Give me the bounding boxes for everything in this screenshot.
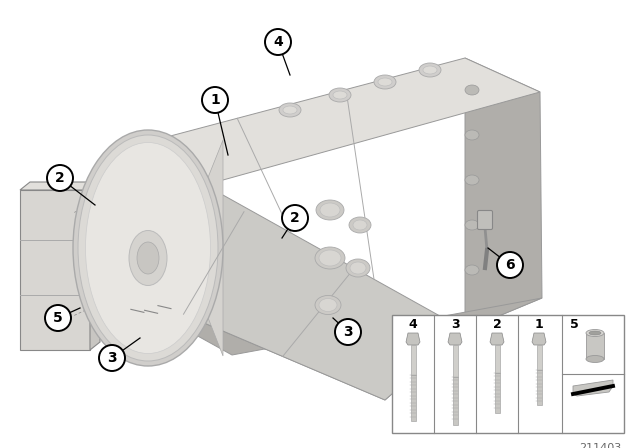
Text: 4: 4: [273, 35, 283, 49]
Polygon shape: [448, 333, 462, 345]
Polygon shape: [20, 190, 90, 350]
Ellipse shape: [465, 220, 479, 230]
Text: 2: 2: [55, 171, 65, 185]
Ellipse shape: [316, 200, 344, 220]
Text: 3: 3: [107, 351, 117, 365]
Circle shape: [265, 29, 291, 55]
Text: 4: 4: [408, 319, 417, 332]
Bar: [411, 345, 416, 375]
Ellipse shape: [333, 91, 347, 99]
Ellipse shape: [419, 63, 441, 77]
Ellipse shape: [279, 103, 301, 117]
Text: 5: 5: [570, 318, 579, 331]
Bar: [586, 333, 604, 359]
Ellipse shape: [73, 130, 223, 366]
Circle shape: [47, 165, 73, 191]
Ellipse shape: [346, 259, 370, 277]
Ellipse shape: [319, 298, 337, 311]
Polygon shape: [490, 333, 504, 345]
Text: 3: 3: [451, 319, 460, 332]
Ellipse shape: [465, 175, 479, 185]
Bar: [495, 373, 500, 413]
Bar: [453, 377, 458, 425]
Bar: [537, 370, 542, 405]
Bar: [411, 375, 416, 421]
FancyBboxPatch shape: [477, 211, 493, 229]
Ellipse shape: [78, 135, 218, 361]
Text: 1: 1: [210, 93, 220, 107]
Text: 6: 6: [505, 258, 515, 272]
Circle shape: [335, 319, 361, 345]
Ellipse shape: [353, 220, 367, 230]
Ellipse shape: [320, 203, 340, 217]
Ellipse shape: [137, 242, 159, 274]
Ellipse shape: [329, 88, 351, 102]
Ellipse shape: [374, 75, 396, 89]
Ellipse shape: [350, 262, 366, 274]
Ellipse shape: [465, 130, 479, 140]
Ellipse shape: [465, 265, 479, 275]
Circle shape: [45, 305, 71, 331]
Polygon shape: [75, 148, 465, 400]
Text: 5: 5: [53, 311, 63, 325]
Bar: [453, 345, 458, 377]
Polygon shape: [406, 333, 420, 345]
Polygon shape: [75, 268, 542, 400]
Ellipse shape: [586, 356, 604, 362]
Ellipse shape: [315, 247, 345, 269]
Circle shape: [497, 252, 523, 278]
Ellipse shape: [86, 142, 211, 353]
Bar: [392, 315, 624, 433]
Polygon shape: [90, 182, 100, 350]
Bar: [495, 345, 500, 373]
Ellipse shape: [315, 296, 341, 314]
Ellipse shape: [129, 231, 167, 285]
Text: 2: 2: [493, 319, 501, 332]
Circle shape: [282, 205, 308, 231]
Ellipse shape: [319, 250, 341, 266]
Polygon shape: [573, 380, 613, 396]
Ellipse shape: [349, 217, 371, 233]
Ellipse shape: [465, 85, 479, 95]
Text: 211403: 211403: [579, 443, 621, 448]
Text: 3: 3: [343, 325, 353, 339]
Circle shape: [202, 87, 228, 113]
Ellipse shape: [378, 78, 392, 86]
Bar: [537, 345, 542, 370]
Polygon shape: [532, 333, 546, 345]
Circle shape: [99, 345, 125, 371]
Text: 2: 2: [290, 211, 300, 225]
Ellipse shape: [586, 329, 604, 336]
Ellipse shape: [589, 331, 601, 335]
Text: 1: 1: [534, 319, 543, 332]
Polygon shape: [125, 58, 540, 185]
Polygon shape: [465, 58, 542, 330]
Polygon shape: [75, 140, 223, 356]
Polygon shape: [20, 182, 100, 190]
Ellipse shape: [423, 66, 437, 74]
Ellipse shape: [283, 106, 297, 114]
